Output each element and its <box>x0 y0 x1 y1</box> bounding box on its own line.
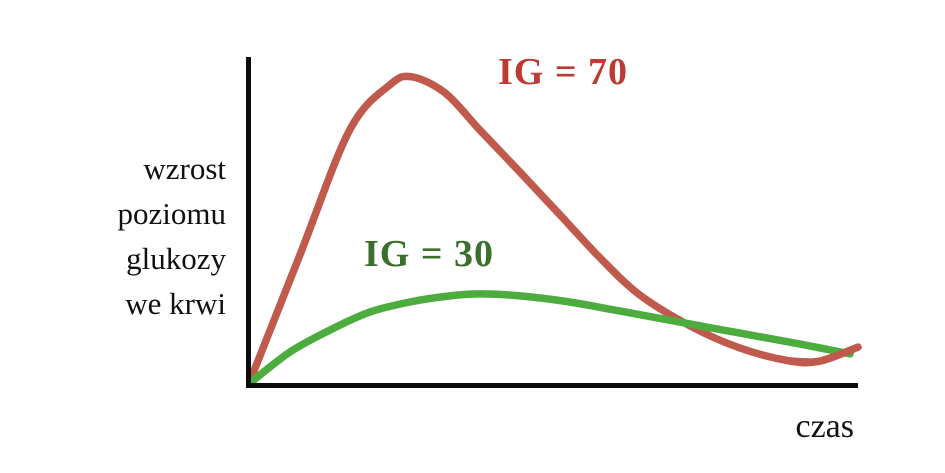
x-axis-line <box>246 383 858 388</box>
series-label-ig30: IG = 30 <box>364 233 494 275</box>
x-axis-label: czas <box>795 408 854 445</box>
y-axis-label-line: wzrost <box>143 151 226 186</box>
series-label-ig70: IG = 70 <box>498 51 628 93</box>
y-axis-line <box>246 57 251 388</box>
y-axis-label-line: glukozy <box>126 241 226 276</box>
y-axis-label-line: poziomu <box>117 196 227 231</box>
y-axis-label-line: we krwi <box>125 286 226 321</box>
y-axis-label: wzrost poziomu glukozy we krwi <box>0 146 227 326</box>
